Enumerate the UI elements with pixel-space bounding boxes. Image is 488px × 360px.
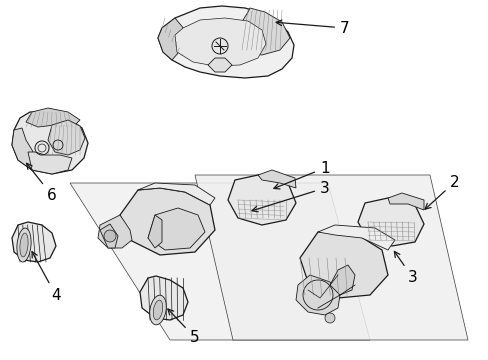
Polygon shape [238,8,289,55]
Text: 3: 3 [394,251,417,285]
Polygon shape [148,208,204,250]
Text: 7: 7 [276,20,349,36]
Ellipse shape [20,233,28,257]
Polygon shape [329,265,354,295]
Ellipse shape [149,295,166,325]
Polygon shape [357,198,423,246]
Polygon shape [140,276,187,320]
Text: 6: 6 [26,163,57,203]
Polygon shape [70,183,369,340]
Polygon shape [148,215,162,248]
Polygon shape [28,152,72,174]
Text: 2: 2 [424,175,459,209]
Polygon shape [98,215,132,248]
Polygon shape [175,18,265,66]
Polygon shape [12,128,38,170]
Polygon shape [12,112,88,174]
Circle shape [104,230,116,242]
Circle shape [325,313,334,323]
Polygon shape [299,230,387,298]
Polygon shape [387,193,423,210]
Ellipse shape [153,300,163,320]
Polygon shape [195,175,467,340]
Polygon shape [158,18,184,60]
Polygon shape [317,225,394,250]
Polygon shape [227,175,295,225]
Polygon shape [295,275,339,315]
Polygon shape [48,120,85,155]
Polygon shape [120,188,215,255]
Text: 1: 1 [273,161,329,189]
Text: 3: 3 [251,180,329,212]
Polygon shape [100,224,118,248]
Polygon shape [12,222,56,262]
Polygon shape [158,6,293,78]
Text: 4: 4 [32,252,61,303]
Text: 5: 5 [167,309,199,345]
Polygon shape [26,108,80,128]
Polygon shape [207,58,231,72]
Polygon shape [258,170,295,188]
Ellipse shape [17,228,31,262]
Polygon shape [138,183,215,205]
